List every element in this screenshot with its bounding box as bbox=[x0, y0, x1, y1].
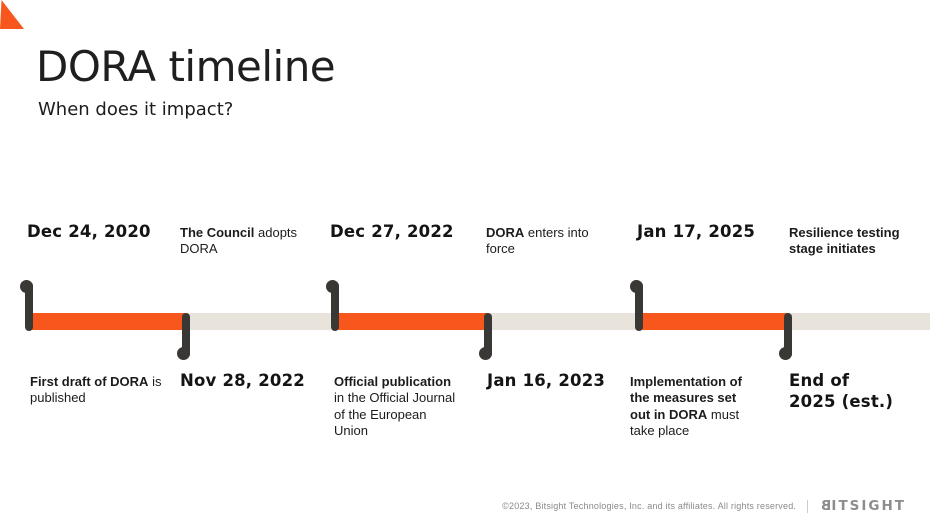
event-desc-label: First draft of DORA is published bbox=[30, 371, 170, 407]
event-date-label: Jan 16, 2023 bbox=[487, 371, 606, 390]
event-desc-label: DORA enters into force bbox=[486, 222, 604, 258]
track-segment-orange bbox=[638, 313, 788, 330]
timeline-marker-down bbox=[479, 313, 492, 360]
bitsight-logo-b: B bbox=[819, 498, 832, 514]
track-segment-beige bbox=[788, 313, 930, 330]
event-desc-rest: enters into force bbox=[486, 225, 589, 257]
page-title: DORA timeline bbox=[36, 42, 336, 91]
bitsight-logo-rest: ITSIGHT bbox=[831, 498, 906, 514]
event-date-label: Dec 27, 2022 bbox=[330, 222, 454, 241]
event-desc-label: The Council adopts DORA bbox=[180, 222, 308, 258]
event-desc-bold: Official publication bbox=[334, 374, 452, 389]
event-date-label: Dec 24, 2020 bbox=[27, 222, 151, 241]
event-date-label: Jan 17, 2025 bbox=[637, 222, 756, 241]
track-segment-orange bbox=[334, 313, 488, 330]
event-desc-bold: DORA bbox=[486, 225, 525, 240]
track-segment-beige bbox=[488, 313, 638, 330]
event-date-label: Nov 28, 2022 bbox=[180, 371, 305, 390]
track-segment-orange bbox=[28, 313, 186, 330]
footer-divider bbox=[807, 499, 809, 513]
event-desc-rest: in the Official Journal of the European … bbox=[334, 390, 456, 438]
event-desc-rest: adopts DORA bbox=[180, 225, 298, 257]
event-desc-label: Official publication in the Official Jou… bbox=[334, 371, 459, 439]
event-desc-rest: is published bbox=[30, 374, 162, 406]
bitsight-logo: BITSIGHT bbox=[819, 498, 906, 514]
event-desc-rest: must take place bbox=[630, 406, 740, 438]
timeline-marker-up bbox=[326, 280, 339, 331]
event-desc-bold: Resilience testing stage initiates bbox=[789, 225, 900, 257]
event-desc-label: Implementation of the measures set out i… bbox=[630, 371, 758, 439]
footer: ©2023, Bitsight Technologies, Inc. and i… bbox=[502, 498, 906, 514]
event-date-label: End of 2025 (est.) bbox=[789, 371, 894, 411]
track-segment-beige bbox=[186, 313, 334, 330]
timeline-marker-down bbox=[779, 313, 792, 360]
corner-triangle-icon bbox=[0, 0, 24, 29]
timeline-marker-up bbox=[20, 280, 33, 331]
event-desc-bold: The Council bbox=[180, 225, 255, 240]
event-desc-bold: Implementation of the measures set out i… bbox=[630, 374, 742, 422]
timeline-marker-up bbox=[630, 280, 643, 331]
event-desc-label: Resilience testing stage initiates bbox=[789, 222, 917, 258]
event-desc-bold: First draft of DORA bbox=[30, 374, 149, 389]
page-subtitle: When does it impact? bbox=[38, 99, 234, 120]
timeline-marker-down bbox=[177, 313, 190, 360]
copyright-text: ©2023, Bitsight Technologies, Inc. and i… bbox=[502, 501, 797, 511]
